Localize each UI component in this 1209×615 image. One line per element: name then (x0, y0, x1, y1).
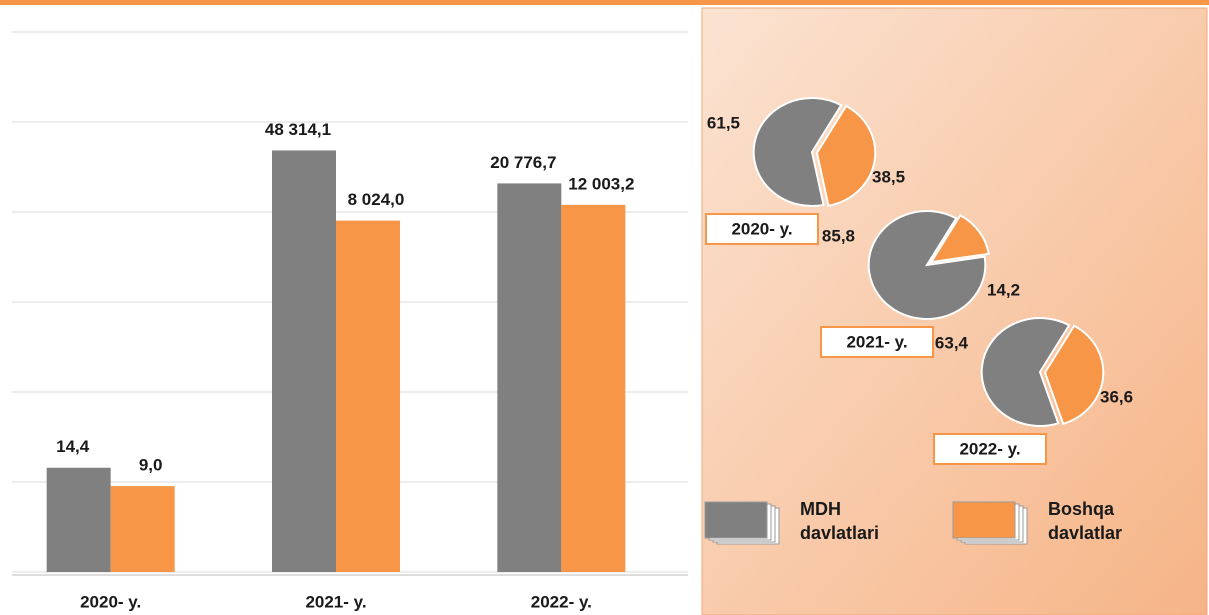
data-label: 14,2 (987, 280, 1020, 299)
pie-slice (815, 104, 877, 207)
legend-swatch (952, 501, 1016, 539)
pie-slice (929, 214, 990, 264)
pie-title: 2021- y. (846, 332, 907, 351)
data-label: 20 776,7 (490, 153, 556, 172)
pie-title-box (820, 326, 934, 358)
pie-slice (752, 97, 843, 207)
data-label: 9,0 (139, 456, 163, 475)
bar (46, 467, 111, 572)
bar (561, 204, 626, 572)
pie-slice (1043, 324, 1105, 426)
data-label: 48 314,1 (265, 120, 331, 139)
x-tick-label: 2022- y. (531, 592, 592, 611)
data-label: 63,4 (935, 333, 969, 352)
legend-label: MDH davlatlari (800, 499, 880, 543)
data-label: 38,5 (872, 167, 905, 186)
pie-slice (980, 317, 1071, 427)
data-label: 36,6 (1100, 387, 1133, 406)
x-tick-label: 2020- y. (80, 592, 141, 611)
bar (497, 183, 562, 573)
legend-swatch (704, 501, 768, 539)
bar (110, 486, 175, 572)
data-label: 14,4 (56, 437, 90, 456)
data-label: 61,5 (707, 113, 740, 132)
pie-title: 2020- y. (731, 219, 792, 238)
bar (272, 150, 336, 572)
legend-label: Boshqa davlatlar (1048, 499, 1123, 543)
bar (336, 220, 400, 573)
top-bar (0, 0, 1209, 5)
data-label: 8 024,0 (348, 190, 405, 209)
pie-slice (867, 210, 987, 320)
pie-title-box (933, 433, 1047, 465)
pie-title: 2022- y. (959, 439, 1020, 458)
data-label: 85,8 (822, 226, 855, 245)
data-label: 12 003,2 (568, 174, 634, 193)
x-tick-label: 2021- y. (305, 592, 366, 611)
pie-title-box (705, 213, 819, 245)
